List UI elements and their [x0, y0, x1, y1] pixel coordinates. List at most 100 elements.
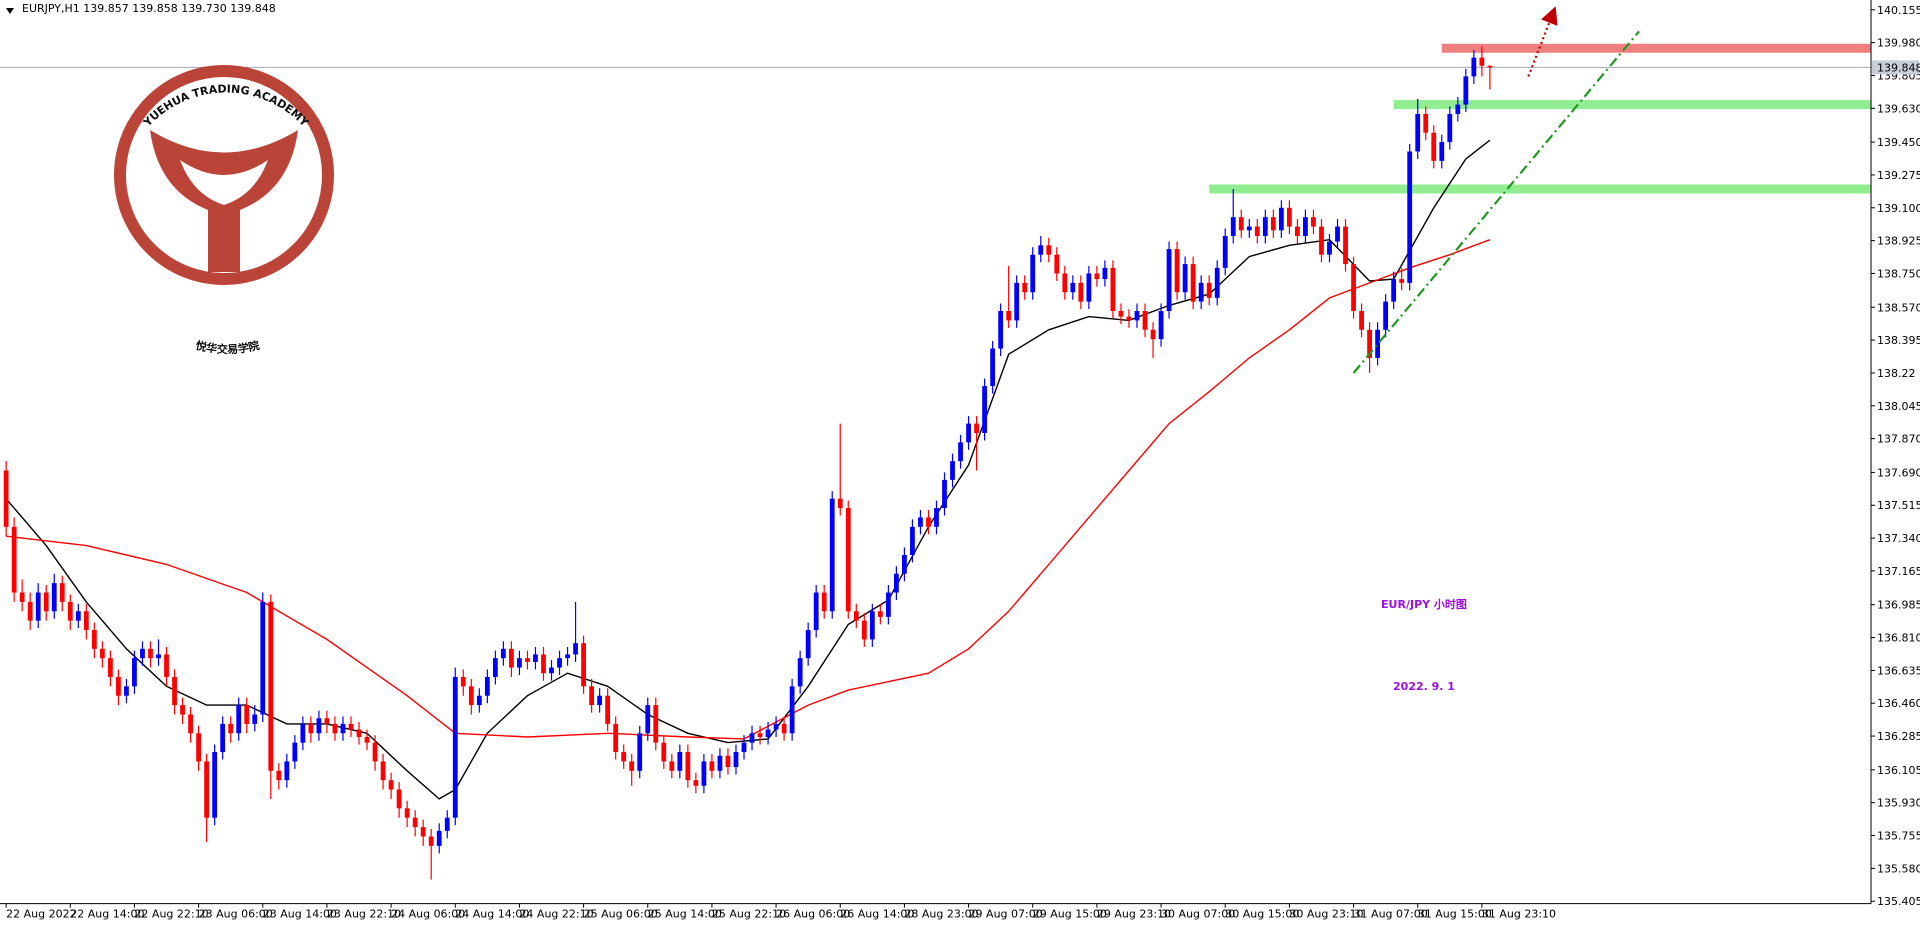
candle-body [107, 658, 113, 677]
candle-body [573, 643, 578, 655]
candle-body [1399, 279, 1405, 283]
candle-body [1479, 57, 1485, 66]
candle-body [444, 817, 450, 831]
x-tick-label: 24 Aug 14:00 [455, 908, 529, 921]
candle-body [541, 654, 546, 674]
candle-body [1006, 311, 1012, 321]
candle-body [1391, 279, 1397, 302]
logo-inner [180, 160, 268, 205]
candle-body [59, 583, 65, 602]
candle-body [172, 676, 177, 706]
candle-body [1078, 282, 1084, 302]
candle-body [364, 737, 370, 743]
candle-body [837, 498, 843, 509]
candle-body [476, 695, 482, 706]
candle-body [220, 723, 226, 753]
candle-body [140, 648, 145, 659]
candle-body [332, 723, 338, 734]
candle-body [597, 695, 603, 706]
candle-body [148, 648, 153, 659]
candle-body [613, 723, 619, 753]
candle-body [468, 686, 474, 706]
candle-body [1351, 264, 1356, 312]
candle-body [1230, 217, 1236, 236]
candle-body [1206, 282, 1212, 298]
x-tick-label: 30 Aug 23:10 [1289, 908, 1363, 921]
candle-body [356, 729, 362, 738]
y-tick-label: 135.755 [1877, 830, 1920, 843]
candle-body [910, 526, 915, 555]
chart-header: EURJPY,H1 139.857 139.858 139.730 139.84… [22, 2, 276, 15]
candle-body [396, 789, 402, 809]
candle-body [1190, 264, 1196, 302]
candle-body [902, 554, 907, 574]
candle-body [244, 705, 250, 724]
moving-average [5, 139, 1491, 800]
x-tick-label: 22 Aug 14:00 [70, 908, 144, 921]
zone [1441, 43, 1872, 53]
candle-body [1158, 311, 1164, 340]
y-tick-label: 140.155 [1877, 4, 1920, 17]
candle-body [372, 742, 378, 762]
candle-body [316, 718, 322, 734]
candle-body [19, 592, 25, 602]
y-tick-label: 136.985 [1877, 599, 1920, 612]
zone [1393, 100, 1872, 110]
y-tick-label: 137.690 [1877, 466, 1920, 479]
y-tick-label: 139.630 [1877, 102, 1920, 115]
candle-body [1046, 245, 1052, 255]
y-tick-label: 138.570 [1877, 301, 1920, 314]
candle-body [1415, 113, 1421, 152]
candle-body [821, 592, 827, 612]
candle-body [1383, 301, 1389, 330]
candle-body [228, 723, 234, 734]
candle-body [156, 654, 161, 659]
candle-body [1238, 217, 1244, 231]
candle-body [829, 498, 835, 612]
candle-body [950, 461, 955, 480]
candle-body [340, 723, 346, 734]
candle-body [629, 761, 635, 771]
candle-body [1166, 249, 1172, 312]
candle-body [67, 601, 73, 621]
x-tick-label: 23 Aug 06:00 [199, 908, 273, 921]
candle-body [1471, 57, 1477, 77]
y-tick-label: 137.340 [1877, 532, 1920, 545]
candle-body [589, 686, 595, 706]
x-tick-label: 30 Aug 07:00 [1161, 908, 1235, 921]
candle-body [268, 601, 274, 771]
candle-body [1278, 207, 1284, 231]
candle-body [765, 729, 771, 738]
candle-body [1150, 329, 1156, 340]
candle-body [180, 705, 185, 715]
candle-body [11, 526, 17, 593]
candle-body [1455, 104, 1461, 114]
candle-body [942, 479, 947, 509]
candle-body [492, 658, 498, 677]
x-tick-label: 30 Aug 15:00 [1225, 908, 1299, 921]
candle-body [1062, 273, 1068, 293]
candle-body [308, 723, 314, 734]
candle-body [725, 755, 731, 768]
candle-body [99, 648, 105, 659]
candles [3, 46, 1493, 880]
zone [1209, 184, 1872, 194]
candle-body [132, 658, 137, 687]
candle-body [212, 752, 218, 818]
candle-body [757, 733, 763, 738]
candle-body [91, 630, 97, 649]
candle-body [861, 620, 867, 640]
candle-body [35, 592, 41, 621]
moving-averages [5, 139, 1491, 800]
chart-title: EUR/JPY 小时图 [1381, 597, 1467, 611]
y-tick-label: 136.285 [1877, 730, 1920, 743]
candle-body [292, 742, 298, 762]
x-tick-label: 31 Aug 23:10 [1482, 908, 1556, 921]
y-tick-label: 138.925 [1877, 235, 1920, 248]
candle-body [1439, 142, 1445, 161]
candle-body [1303, 217, 1308, 236]
candle-body [853, 611, 859, 621]
candle-body [27, 601, 33, 621]
x-tick-label: 25 Aug 06:00 [584, 908, 658, 921]
